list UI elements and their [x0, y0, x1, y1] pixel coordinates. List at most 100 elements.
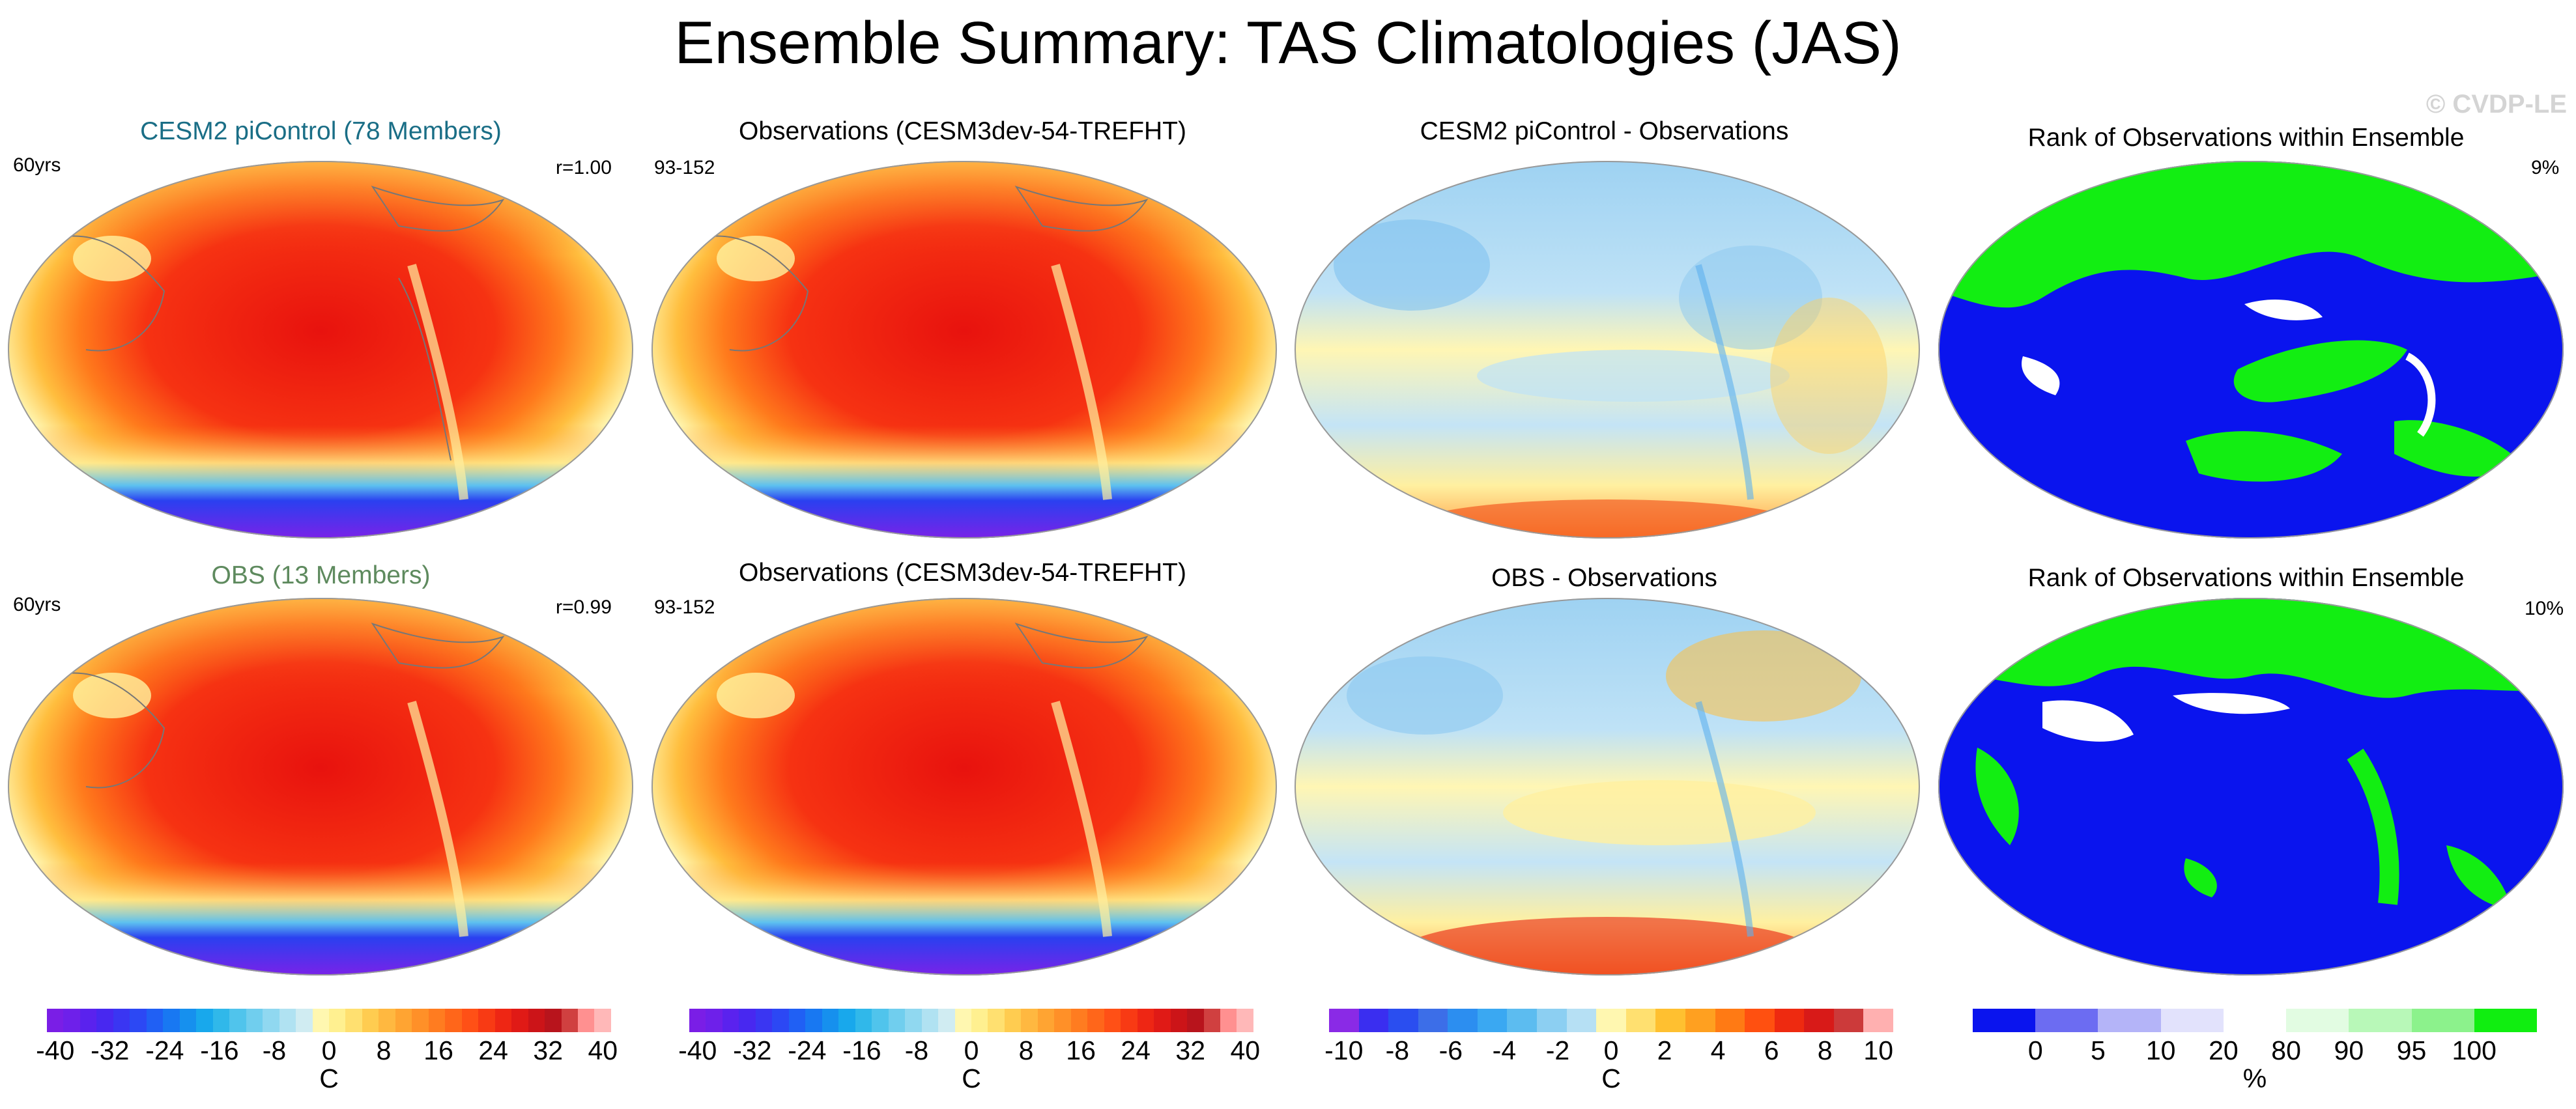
colorbar-swatch: [1121, 1009, 1138, 1032]
colorbar-swatch: [905, 1009, 922, 1032]
colorbar-tick-label: -2: [1545, 1035, 1570, 1065]
colorbar-swatch: [47, 1009, 64, 1032]
panel-title: Observations (CESM3dev-54-TREFHT): [739, 117, 1186, 145]
years-label: 93-152: [654, 597, 715, 618]
colorbar-swatch: [63, 1009, 80, 1032]
colorbar-swatch: [1104, 1009, 1121, 1032]
colorbar-swatch: [954, 1009, 971, 1032]
colorbar-tick-label: 6: [1764, 1035, 1779, 1065]
colorbar-tick-label: 24: [1121, 1035, 1151, 1065]
colorbar-swatch: [146, 1009, 164, 1032]
colorbar-swatch: [1804, 1009, 1834, 1032]
colorbar-tick-label: 16: [423, 1035, 453, 1065]
colorbar-tick-label: 90: [2334, 1035, 2364, 1065]
colorbar-tick-label: -8: [904, 1035, 929, 1065]
panel-title: Observations (CESM3dev-54-TREFHT): [739, 559, 1186, 587]
colorbar-swatch: [1566, 1009, 1597, 1032]
colorbar-tick-label: 16: [1066, 1035, 1096, 1065]
colorbar-swatch: [362, 1009, 379, 1032]
colorbar-swatch: [1973, 1009, 2036, 1032]
colorbar-tick-label: 0: [2027, 1035, 2043, 1065]
colorbar-tick-label: 20: [2209, 1035, 2239, 1065]
colorbar-swatch: [2160, 1009, 2224, 1032]
colorbar-tick-label: -6: [1438, 1035, 1463, 1065]
colorbar-tick-label: 8: [376, 1035, 392, 1065]
colorbar-swatch: [938, 1009, 955, 1032]
temperature-map: [8, 161, 633, 539]
colorbar-swatch: [1187, 1009, 1204, 1032]
colorbar-swatch: [822, 1009, 839, 1032]
difference-map: [1295, 161, 1920, 539]
colorbar-swatch: [379, 1009, 395, 1032]
colorbar: [47, 1009, 611, 1032]
colorbar-tick-label: 24: [478, 1035, 508, 1065]
colorbar-tick-label: -40: [36, 1035, 75, 1065]
colorbar-swatch: [96, 1009, 113, 1032]
colorbar-tick-label: -8: [1385, 1035, 1410, 1065]
colorbar-swatch: [689, 1009, 706, 1032]
years-label: 60yrs: [13, 594, 61, 615]
colorbar-tick-label: -24: [788, 1035, 827, 1065]
colorbar-swatch: [296, 1009, 313, 1032]
colorbar-tick-label: 10: [1863, 1035, 1894, 1065]
colorbar-swatch: [855, 1009, 872, 1032]
colorbar-swatch: [1774, 1009, 1805, 1032]
colorbar-swatch: [561, 1009, 578, 1032]
colorbar-tick-label: -10: [1324, 1035, 1364, 1065]
years-label: 93-152: [654, 157, 715, 178]
colorbar-tick-label: 40: [1230, 1035, 1261, 1065]
colorbar-unit: %: [2242, 1063, 2267, 1093]
temperature-map: [8, 598, 633, 976]
percentage-label: 10%: [2525, 598, 2564, 619]
colorbar-swatch: [1388, 1009, 1418, 1032]
colorbar-swatch: [722, 1009, 739, 1032]
colorbar-swatch: [428, 1009, 446, 1032]
colorbar-tick-label: -32: [91, 1035, 130, 1065]
colorbar-swatch: [545, 1009, 562, 1032]
colorbar: [1329, 1009, 1893, 1032]
temperature-map: [651, 161, 1277, 539]
colorbar-swatch: [1087, 1009, 1104, 1032]
colorbar-tick-label: 40: [588, 1035, 618, 1065]
years-label: 60yrs: [13, 154, 61, 176]
colorbar-swatch: [1685, 1009, 1715, 1032]
panel-title: OBS - Observations: [1491, 564, 1717, 592]
colorbar-swatch: [328, 1009, 346, 1032]
colorbar-unit: C: [319, 1063, 339, 1093]
colorbar-swatch: [1833, 1009, 1864, 1032]
colorbar-tick-label: -40: [678, 1035, 717, 1065]
colorbar-swatch: [1537, 1009, 1567, 1032]
colorbar-swatch: [1329, 1009, 1359, 1032]
colorbar-swatch: [179, 1009, 197, 1032]
colorbar-swatch: [2349, 1009, 2412, 1032]
colorbar-swatch: [1154, 1009, 1171, 1032]
difference-map: [1295, 598, 1920, 976]
colorbar-swatch: [1715, 1009, 1745, 1032]
colorbar-swatch: [2223, 1009, 2287, 1032]
watermark: © CVDP-LE: [2426, 90, 2567, 119]
colorbar: [1973, 1009, 2537, 1032]
colorbar-unit: C: [962, 1063, 981, 1093]
colorbar-tick-label: -32: [733, 1035, 772, 1065]
colorbar-swatch: [478, 1009, 495, 1032]
colorbar-swatch: [312, 1009, 329, 1032]
colorbar-tick-label: -8: [262, 1035, 287, 1065]
colorbar-tick-label: -16: [842, 1035, 881, 1065]
colorbar-swatch: [345, 1009, 362, 1032]
colorbar-swatch: [1220, 1009, 1237, 1032]
colorbar-swatch: [2411, 1009, 2474, 1032]
panel-title: CESM2 piControl (78 Members): [140, 117, 502, 145]
colorbar-swatch: [279, 1009, 296, 1032]
colorbar-swatch: [594, 1009, 611, 1032]
colorbar-swatch: [805, 1009, 822, 1032]
correlation-label: r=0.99: [556, 597, 612, 618]
colorbar-swatch: [772, 1009, 789, 1032]
colorbar-swatch: [1203, 1009, 1220, 1032]
colorbar-swatch: [755, 1009, 773, 1032]
colorbar-swatch: [1137, 1009, 1154, 1032]
panel-title: Rank of Observations within Ensemble: [2027, 124, 2465, 152]
colorbar-swatch: [246, 1009, 263, 1032]
colorbar-swatch: [888, 1009, 906, 1032]
colorbar-swatch: [494, 1009, 512, 1032]
colorbar-tick-label: 4: [1710, 1035, 1726, 1065]
